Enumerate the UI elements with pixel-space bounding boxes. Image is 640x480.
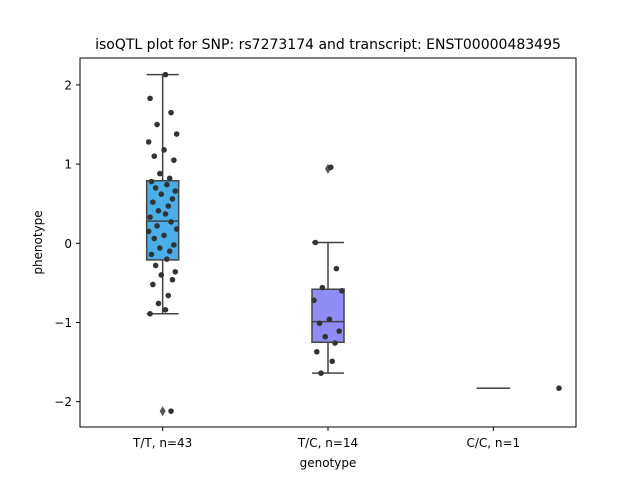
data-point [336, 328, 343, 334]
data-point [556, 385, 562, 391]
data-point [148, 251, 155, 258]
data-point [318, 370, 324, 376]
data-point [172, 268, 179, 275]
box-group [311, 163, 345, 374]
x-tick-label: C/C, n=1 [466, 436, 520, 450]
data-point [333, 265, 340, 272]
data-point [147, 214, 153, 220]
data-point [312, 239, 319, 246]
data-point [151, 235, 158, 242]
data-point [150, 281, 156, 288]
data-point [168, 408, 174, 414]
chart-title: isoQTL plot for SNP: rs7273174 and trans… [95, 37, 561, 53]
data-point [151, 153, 158, 159]
data-point [322, 333, 329, 340]
axes: −2 −1 0 1 2 T/T, n=43 T/C, n=14 C/C, n=1 [54, 78, 520, 450]
data-point [171, 242, 177, 248]
data-point [162, 211, 169, 217]
data-point [152, 185, 159, 191]
data-point [152, 262, 159, 269]
data-point [157, 170, 163, 177]
data-point [162, 307, 169, 313]
data-point [165, 292, 172, 299]
x-tick-label: T/C, n=14 [297, 436, 358, 450]
data-point [148, 178, 155, 185]
data-point [328, 164, 334, 171]
data-point [332, 340, 338, 346]
y-tick-label: −2 [54, 395, 72, 409]
data-point [150, 199, 156, 205]
data-point [147, 310, 153, 317]
data-point [158, 191, 165, 197]
data-point [161, 147, 167, 153]
data-point [169, 196, 176, 202]
data-point [339, 288, 345, 294]
data-point [171, 157, 177, 163]
data-point [155, 300, 162, 307]
data-point [161, 232, 167, 239]
x-axis-label: genotype [300, 456, 357, 470]
data-point [168, 219, 174, 225]
data-point [154, 223, 160, 229]
data-point [173, 226, 180, 232]
data-point [326, 316, 333, 323]
y-tick-label: −1 [54, 316, 72, 330]
data-point [173, 131, 180, 137]
box-iqr [311, 288, 345, 344]
data-point [166, 248, 173, 255]
data-point [147, 95, 153, 102]
data-point [311, 297, 317, 304]
data-point [165, 203, 172, 209]
y-tick-label: 0 [64, 237, 72, 251]
data-point [169, 276, 176, 283]
plot-area [145, 71, 562, 417]
data-point [145, 228, 152, 235]
data-point [157, 245, 163, 251]
data-point [162, 71, 169, 78]
x-tick-label: T/T, n=43 [132, 436, 192, 450]
data-point [314, 348, 320, 355]
y-axis-label: phenotype [31, 210, 45, 274]
y-tick-label: 2 [64, 78, 72, 92]
data-point [316, 320, 323, 327]
data-point [155, 208, 162, 214]
data-point [166, 175, 173, 182]
y-tick-label: 1 [64, 158, 72, 172]
data-point [158, 272, 165, 278]
data-point [164, 181, 170, 188]
outlier-marker [159, 406, 166, 417]
data-point [145, 139, 152, 145]
data-point [329, 358, 336, 365]
data-point [154, 121, 160, 128]
data-point [164, 256, 170, 262]
data-point [319, 284, 326, 291]
data-point [168, 109, 174, 116]
data-point [172, 188, 179, 194]
